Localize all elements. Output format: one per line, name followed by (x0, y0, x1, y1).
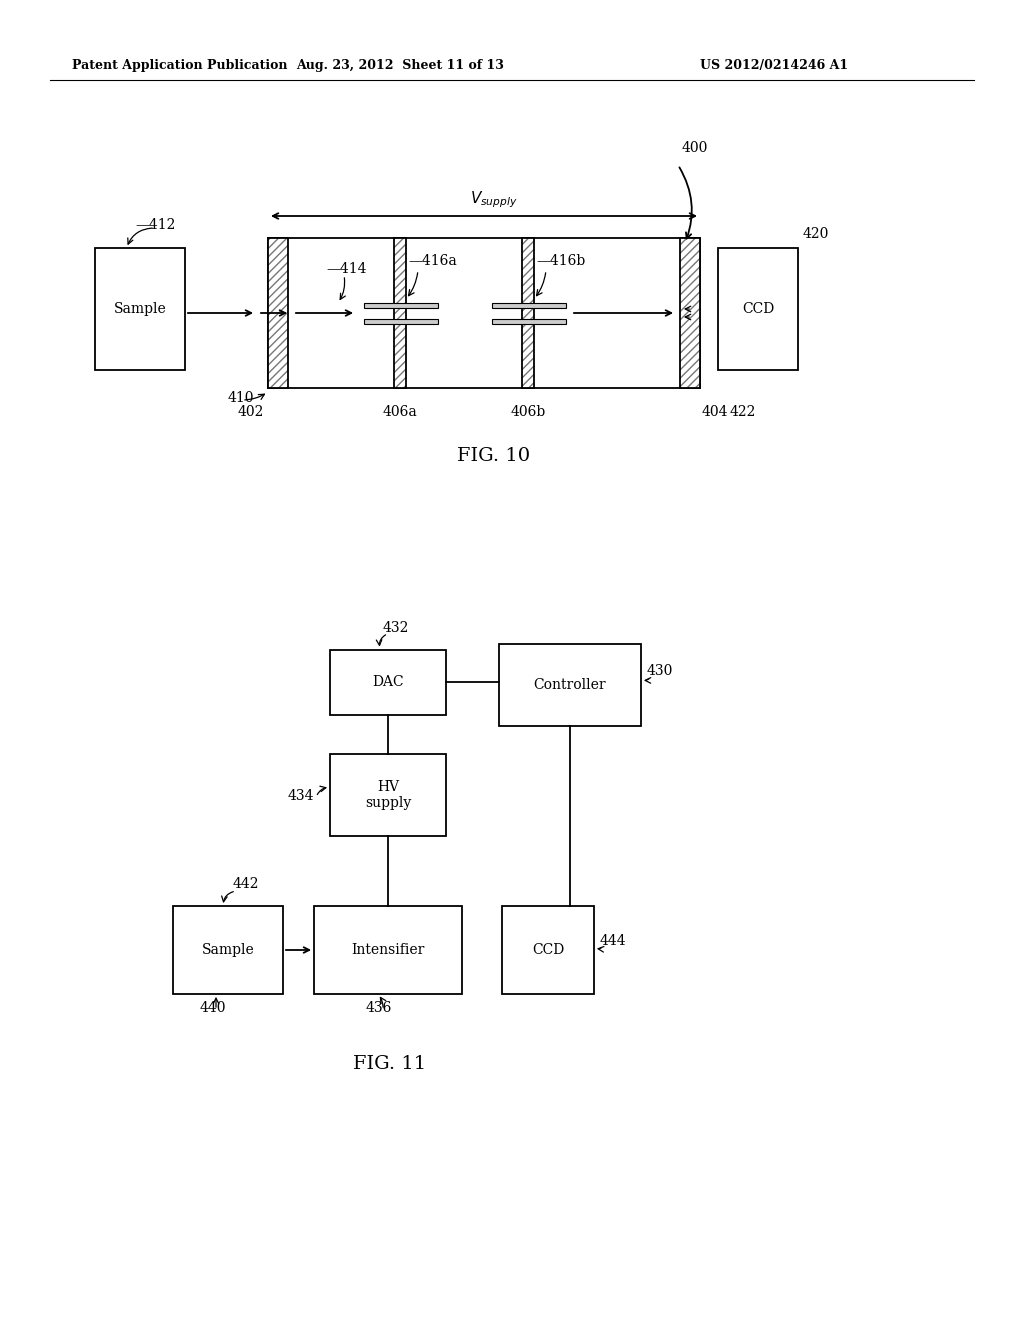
Bar (492, 302, 566, 308)
Bar (502, 906, 594, 994)
Text: 442: 442 (233, 876, 259, 891)
Text: 420: 420 (803, 227, 829, 242)
Bar (680, 238, 700, 388)
Text: —414: —414 (326, 261, 367, 276)
Text: 444: 444 (600, 935, 627, 948)
Bar (364, 302, 438, 308)
Text: FIG. 11: FIG. 11 (353, 1055, 427, 1073)
Text: Sample: Sample (202, 942, 254, 957)
Bar (499, 644, 641, 726)
Text: HV
supply: HV supply (365, 780, 411, 810)
Bar (492, 318, 566, 323)
Text: 430: 430 (647, 664, 674, 678)
Text: US 2012/0214246 A1: US 2012/0214246 A1 (700, 58, 848, 71)
Bar (364, 318, 438, 323)
Text: Patent Application Publication: Patent Application Publication (72, 58, 288, 71)
Bar (522, 238, 534, 388)
Bar (95, 248, 185, 370)
Bar (268, 238, 700, 388)
Text: 410: 410 (228, 391, 255, 405)
Text: 402: 402 (238, 405, 264, 418)
Text: —416a: —416a (408, 253, 457, 268)
Text: FIG. 10: FIG. 10 (458, 447, 530, 465)
Text: 440: 440 (200, 1001, 226, 1015)
Text: —416b: —416b (536, 253, 586, 268)
Text: Controller: Controller (534, 678, 606, 692)
Text: DAC: DAC (372, 675, 403, 689)
Text: 432: 432 (383, 620, 410, 635)
Bar (330, 754, 446, 836)
Bar (522, 238, 534, 388)
Text: 406a: 406a (383, 405, 418, 418)
Bar (268, 238, 288, 388)
Bar (680, 238, 700, 388)
Bar (330, 649, 446, 714)
Bar (268, 238, 288, 388)
Text: CCD: CCD (531, 942, 564, 957)
Text: Aug. 23, 2012  Sheet 11 of 13: Aug. 23, 2012 Sheet 11 of 13 (296, 58, 504, 71)
Text: CCD: CCD (741, 302, 774, 315)
Bar (394, 238, 406, 388)
Text: $V_{supply}$: $V_{supply}$ (470, 189, 518, 210)
Bar (173, 906, 283, 994)
Text: 406b: 406b (510, 405, 546, 418)
Text: 404: 404 (702, 405, 728, 418)
Text: 422: 422 (730, 405, 757, 418)
Text: Intensifier: Intensifier (351, 942, 425, 957)
Text: 436: 436 (366, 1001, 392, 1015)
Text: Sample: Sample (114, 302, 166, 315)
Text: 400: 400 (682, 141, 709, 154)
Bar (394, 238, 406, 388)
Text: —412: —412 (135, 218, 175, 232)
Bar (314, 906, 462, 994)
Text: 434: 434 (288, 789, 314, 803)
Bar (718, 248, 798, 370)
